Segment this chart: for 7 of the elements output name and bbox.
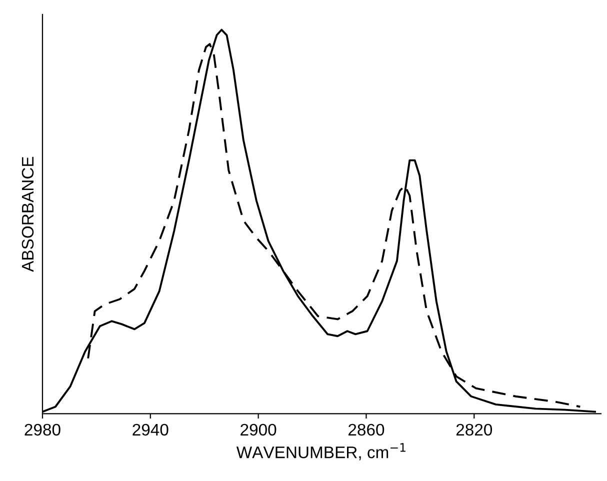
x-tick-label: 2820 xyxy=(456,424,492,436)
x-tick-label: 2860 xyxy=(348,424,384,436)
x-tick-label: 2900 xyxy=(240,424,276,436)
x-tick-label: 2980 xyxy=(24,424,60,436)
y-axis-title: ABSORBANCE xyxy=(22,156,34,272)
x-axis-title: WAVENUMBER, cm$^{−1}$ xyxy=(236,443,406,460)
x-tick-label: 2940 xyxy=(132,424,168,436)
